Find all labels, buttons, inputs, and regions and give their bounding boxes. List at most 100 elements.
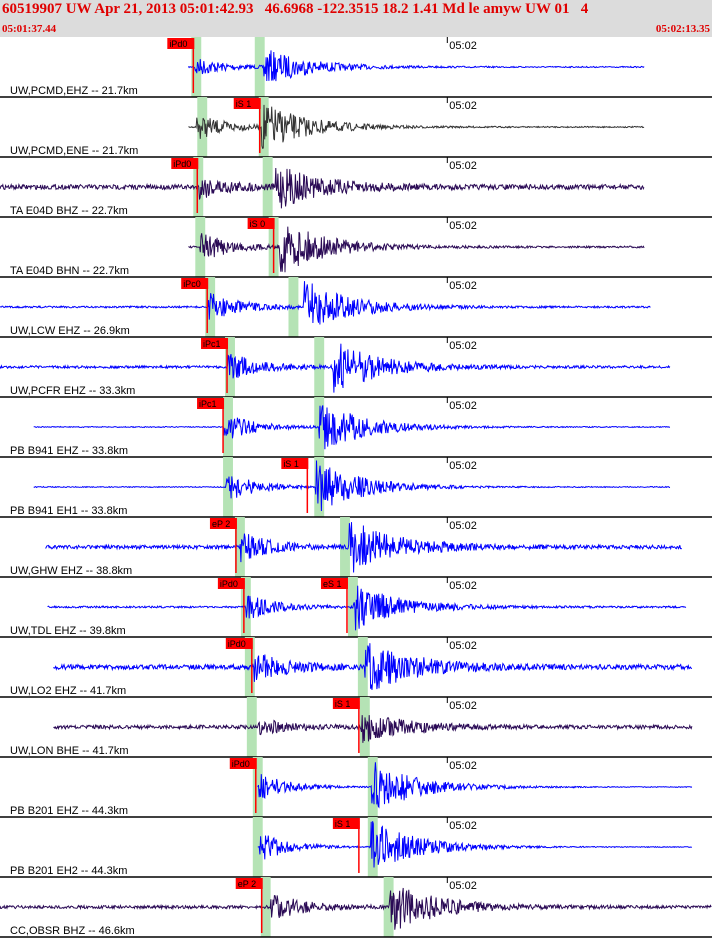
time-tick-label: 05:02 <box>449 400 477 412</box>
pick-label: iS 1 <box>335 819 351 829</box>
waveform <box>188 226 645 273</box>
pick-flag <box>247 218 275 229</box>
waveform <box>0 167 645 209</box>
header-bar: 60519907 UW Apr 21, 2013 05:01:42.93 46.… <box>0 0 712 37</box>
pick-flag <box>320 578 348 589</box>
waveform <box>257 821 693 868</box>
waveform <box>0 887 712 930</box>
time-tick-label: 05:02 <box>449 100 477 112</box>
pick-label: iPc1 <box>203 339 221 349</box>
pick-window <box>367 817 378 877</box>
pick-window <box>367 757 378 817</box>
pick-flag <box>201 338 229 349</box>
pick-flag <box>225 638 253 649</box>
time-tick-label: 05:02 <box>449 700 477 712</box>
station-label: UW,LON BHE -- 41.7km <box>10 745 129 757</box>
pick-flag <box>209 518 237 529</box>
trace-panel: 05:02 iS 1 UW,LON BHE -- 41.7km <box>0 697 712 758</box>
time-tick-label: 05:02 <box>449 520 477 532</box>
end-time: 05:02:13.35 <box>655 23 710 35</box>
waveform <box>188 104 645 149</box>
start-time: 05:01:37.44 <box>2 23 57 35</box>
trace-panel: 05:02 iS 1 PB B941 EH1 -- 33.8km <box>0 457 712 518</box>
pick-label: iPd0 <box>232 759 250 769</box>
station-label: UW,PCMD,EHZ -- 21.7km <box>10 85 138 97</box>
pick-label: eS 1 <box>323 579 342 589</box>
waveform <box>33 460 671 512</box>
trace-panel: 05:02 iPd0 PB B201 EHZ -- 44.3km <box>0 757 712 818</box>
station-label: PB B941 EHZ -- 33.8km <box>10 445 128 457</box>
waveform <box>0 281 651 325</box>
pick-flag <box>217 578 245 589</box>
station-label: PB B201 EHZ -- 44.3km <box>10 805 128 817</box>
pick-label: eP 2 <box>238 879 256 889</box>
trace-panel: 05:02 iPc0 UW,LCW EHZ -- 26.9km <box>0 277 712 338</box>
pick-flag <box>197 398 225 409</box>
time-tick-label: 05:02 <box>449 580 477 592</box>
station-label: UW,LCW EHZ -- 26.9km <box>10 325 130 337</box>
trace-panel: 05:02 iPd0 UW,LO2 EHZ -- 41.7km <box>0 637 712 698</box>
waveform <box>53 715 693 743</box>
pick-flag <box>233 98 261 109</box>
trace-panel: 05:02 iPc1 PB B941 EHZ -- 33.8km <box>0 397 712 458</box>
pick-label: iS 1 <box>283 459 299 469</box>
pick-flag <box>171 158 199 169</box>
time-tick-label: 05:02 <box>449 340 477 352</box>
pick-flag <box>332 698 360 709</box>
pick-label: iPd0 <box>220 579 238 589</box>
pick-window <box>246 697 257 757</box>
trace-panel: 05:02 iPd0 eS 1 UW,TDL EHZ -- 39.8km <box>0 577 712 638</box>
trace-panel: 05:02 iPc1 UW,PCFR EHZ -- 33.3km <box>0 337 712 398</box>
pick-label: iPc1 <box>199 399 217 409</box>
time-tick-label: 05:02 <box>449 760 477 772</box>
waveform <box>187 50 645 82</box>
event-title: 60519907 UW Apr 21, 2013 05:01:42.93 46.… <box>2 1 589 17</box>
station-label: UW,TDL EHZ -- 39.8km <box>10 625 126 637</box>
station-label: UW,PCFR EHZ -- 33.3km <box>10 385 135 397</box>
pick-label: iPd0 <box>169 39 187 49</box>
station-label: TA E04D BHZ -- 22.7km <box>10 205 128 217</box>
waveform <box>53 643 692 690</box>
trace-panel: 05:02 iPd0 TA E04D BHZ -- 22.7km <box>0 157 712 218</box>
waveform <box>257 762 693 809</box>
time-tick-label: 05:02 <box>449 640 477 652</box>
station-label: TA E04D BHN -- 22.7km <box>10 265 129 277</box>
pick-window <box>191 37 202 97</box>
pick-label: eP 2 <box>212 519 230 529</box>
time-tick-label: 05:02 <box>449 40 477 52</box>
pick-flag <box>181 278 209 289</box>
pick-window <box>314 457 325 517</box>
station-label: PB B941 EH1 -- 33.8km <box>10 505 127 517</box>
pick-label: iS 1 <box>236 99 252 109</box>
time-tick-label: 05:02 <box>449 460 477 472</box>
pick-window <box>223 457 233 517</box>
time-tick-label: 05:02 <box>449 160 477 172</box>
station-label: UW,LO2 EHZ -- 41.7km <box>10 685 126 697</box>
trace-panel: 05:02 eP 2 CC,OBSR BHZ -- 46.6km <box>0 877 712 938</box>
pick-label: iPd0 <box>228 639 246 649</box>
waveform <box>0 343 671 393</box>
time-tick-label: 05:02 <box>449 880 477 892</box>
station-label: UW,GHW EHZ -- 38.8km <box>10 565 132 577</box>
station-label: UW,PCMD,ENE -- 21.7km <box>10 145 138 157</box>
pick-label: iPc0 <box>183 279 201 289</box>
pick-label: iPd0 <box>173 159 191 169</box>
time-tick-label: 05:02 <box>449 820 477 832</box>
pick-flag <box>167 38 195 49</box>
pick-flag <box>332 818 360 829</box>
station-label: CC,OBSR BHZ -- 46.6km <box>10 925 135 937</box>
waveform <box>33 405 671 450</box>
waveform <box>45 522 682 573</box>
pick-flag <box>281 458 309 469</box>
waveform <box>47 585 687 631</box>
trace-panel: 05:02 iPd0 UW,PCMD,EHZ -- 21.7km <box>0 37 712 98</box>
pick-window <box>254 37 265 97</box>
station-label: PB B201 EH2 -- 44.3km <box>10 865 127 877</box>
trace-panel: 05:02 eP 2 UW,GHW EHZ -- 38.8km <box>0 517 712 578</box>
pick-window <box>252 817 263 877</box>
seismogram-plot: 05:02 iPd0 UW,PCMD,EHZ -- 21.7km 05:02 iS 1 U… <box>0 37 712 938</box>
trace-panel: 05:02 iS 1 UW,PCMD,ENE -- 21.7km <box>0 97 712 158</box>
pick-label: iS 1 <box>335 699 351 709</box>
pick-label: iS 0 <box>250 219 266 229</box>
pick-flag <box>229 758 257 769</box>
